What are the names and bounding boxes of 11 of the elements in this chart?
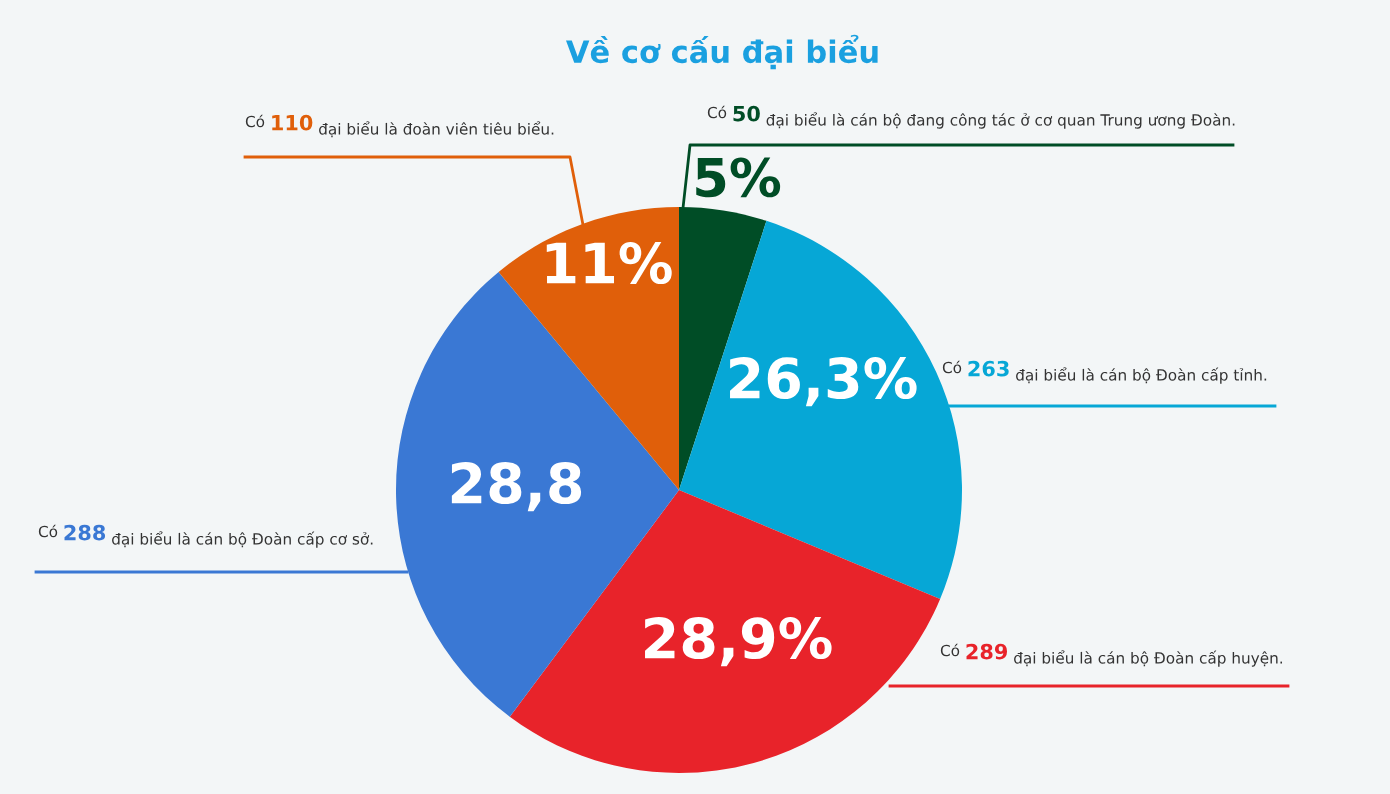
data-label: 28,9%	[645, 617, 832, 667]
slice-label: Có 263 đại biểu là cán bộ Đoàn cấp tỉnh.	[942, 360, 1267, 384]
chart-title: Về cơ cấu đại biểu	[566, 34, 878, 70]
slice-label: Có 110 đại biểu là đoàn viên tiêu biểu.	[245, 114, 554, 138]
data-label: 26,3%	[730, 357, 917, 407]
data-label: 11%	[546, 242, 672, 285]
data-label: 28,8	[451, 462, 582, 512]
slice-label: Có 288 đại biểu là cán bộ Đoàn cấp cơ sở.	[38, 524, 373, 548]
slice-label: Có 50 đại biểu là cán bộ đang công tác ở cơ quan Trung ương Đoàn.	[707, 105, 1235, 129]
data-label: 5%	[696, 157, 781, 198]
slice-label: Có 289 đại biểu là cán bộ Đoàn cấp huyện.	[940, 643, 1283, 667]
